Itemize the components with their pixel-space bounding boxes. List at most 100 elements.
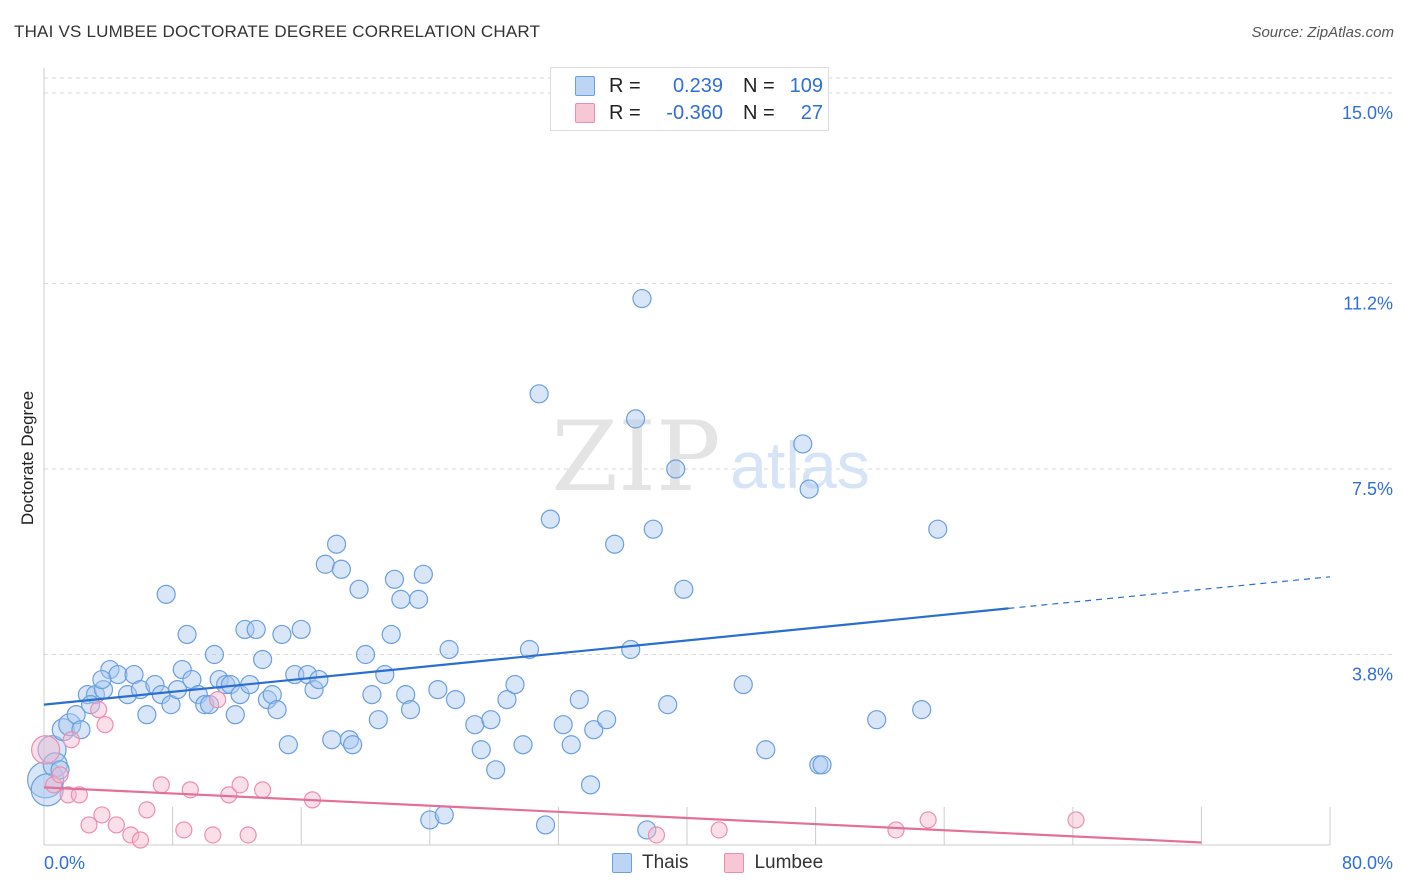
lumbee-point — [919, 811, 937, 829]
thai-point — [331, 559, 351, 579]
lumbee-point — [70, 786, 88, 804]
lumbee-point — [204, 826, 222, 844]
thai-point — [368, 710, 388, 730]
grid-layer — [44, 77, 1395, 656]
series-swatch-thais — [612, 853, 632, 873]
lumbee-point — [887, 821, 905, 839]
thai-point — [108, 664, 128, 685]
y-tick-label: 15.0% — [1342, 103, 1393, 123]
thai-point — [408, 589, 429, 609]
thai-point — [561, 735, 581, 755]
thai-point — [391, 589, 411, 609]
series-label-lumbee: Lumbee — [754, 852, 824, 873]
thai-point — [513, 735, 533, 755]
legend-r-value-thais: 0.239 — [672, 74, 723, 97]
thai-point — [272, 624, 292, 645]
lumbee-point — [96, 716, 114, 734]
thai-point — [465, 715, 485, 735]
legend-r-label: R = — [609, 74, 641, 97]
legend-n-label: N = — [743, 74, 775, 97]
lumbee-point — [51, 766, 69, 784]
legend-n-label: N = — [743, 101, 775, 124]
thai-point — [204, 644, 224, 665]
thai-point — [912, 700, 932, 720]
thai-point — [92, 669, 112, 690]
thai-point — [799, 479, 819, 499]
thai-point — [529, 384, 549, 404]
series-legend-thais: Thais — [612, 852, 688, 874]
lumbee-point — [80, 816, 98, 834]
thai-point — [262, 685, 282, 705]
thai-point — [375, 664, 395, 685]
thai-point — [553, 715, 573, 735]
lumbee-point — [31, 735, 61, 765]
thai-point — [434, 805, 454, 825]
thai-point — [793, 434, 813, 454]
correlation-legend: R = 0.239 N = 109 R = -0.360 N = 27 — [550, 67, 829, 131]
thai-point — [471, 740, 491, 760]
thai-point — [733, 674, 753, 695]
thai-point — [50, 760, 70, 780]
thai-point — [225, 705, 245, 725]
y-tick-label: 3.8% — [1352, 665, 1393, 685]
thai-point — [637, 820, 657, 840]
thai-point — [355, 644, 376, 665]
watermark: ZIP atlas — [551, 401, 869, 513]
thai-point — [428, 679, 448, 700]
x-tick-label-max: 80.0% — [1342, 853, 1393, 873]
lumbee-point — [62, 731, 80, 749]
thai-point — [867, 710, 887, 730]
lumbee-point — [239, 826, 257, 844]
thai-point — [497, 690, 517, 710]
thai-trend-extension — [1008, 576, 1331, 609]
thai-point — [597, 710, 617, 730]
series-legend: Thais Lumbee — [612, 852, 859, 874]
thai-point — [326, 534, 347, 554]
chart-title: THAI VS LUMBEE DOCTORATE DEGREE CORRELAT… — [14, 22, 541, 41]
thai-point — [267, 700, 287, 720]
thai-point — [66, 705, 86, 725]
thai-point — [400, 700, 421, 720]
thai-point — [580, 775, 601, 795]
lumbee-point — [122, 826, 140, 844]
thai-point — [413, 564, 433, 584]
thai-point — [486, 760, 506, 780]
thai-point — [812, 755, 832, 775]
watermark-zip: ZIP — [551, 401, 720, 513]
x-tick-label-min: 0.0% — [44, 853, 85, 873]
series-legend-lumbee: Lumbee — [724, 852, 823, 874]
lumbee-point — [1067, 811, 1085, 829]
lumbee-point — [152, 776, 170, 794]
legend-r-label: R = — [609, 101, 641, 124]
lumbee-point — [93, 806, 111, 824]
legend-swatch-thais — [575, 76, 595, 96]
thai-point — [37, 735, 67, 765]
thai-point — [362, 685, 382, 705]
thai-point — [621, 639, 641, 660]
lumbee-point — [138, 801, 156, 819]
trend-layer — [43, 576, 1331, 844]
thai-point — [381, 624, 401, 645]
thai-point — [643, 519, 663, 539]
series-label-thais: Thais — [642, 852, 689, 873]
thai-point — [343, 735, 363, 755]
thai-point — [439, 639, 459, 660]
thai-point — [519, 639, 540, 660]
thai-point — [172, 659, 192, 680]
y-tick-label: 7.5% — [1352, 479, 1393, 499]
legend-row-lumbee: R = -0.360 N = 27 — [575, 101, 823, 125]
thai-point — [58, 713, 82, 737]
thai-point — [445, 690, 466, 710]
series-swatch-lumbee — [724, 853, 745, 873]
thai-point — [156, 584, 176, 604]
lumbee-point — [90, 701, 108, 719]
thai-point — [309, 669, 329, 690]
thai-point — [253, 649, 273, 670]
lumbee-point — [254, 781, 272, 799]
thai-point — [420, 810, 440, 830]
points-layer — [27, 288, 1085, 849]
thai-point — [658, 695, 678, 715]
thai-point — [304, 679, 324, 700]
chart-source: Source: ZipAtlas.com — [1251, 24, 1394, 41]
